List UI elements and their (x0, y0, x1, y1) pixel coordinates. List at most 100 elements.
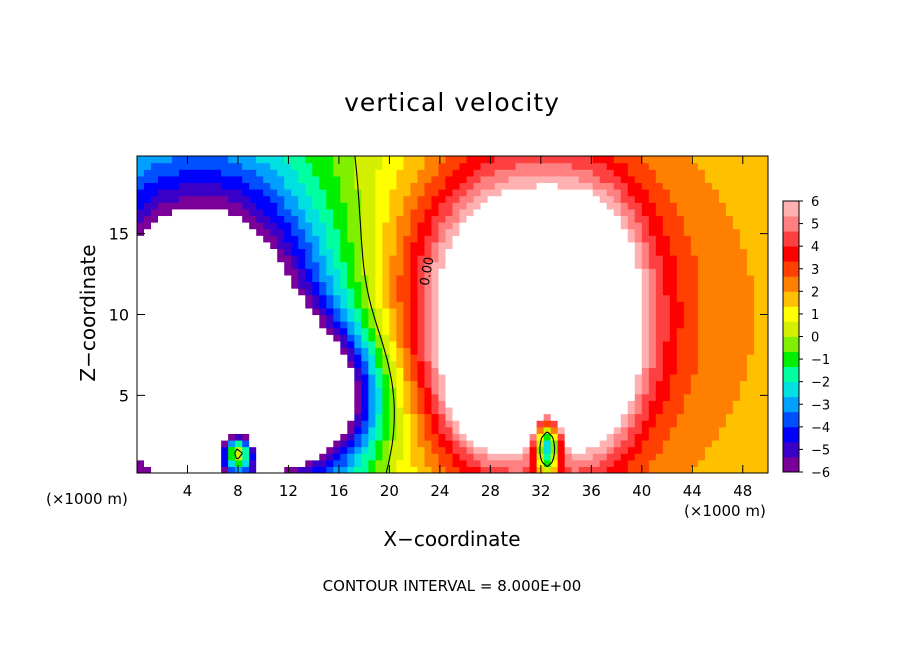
heatmap-cell (221, 413, 229, 421)
heatmap-cell (249, 261, 257, 269)
heatmap-cell (382, 393, 390, 401)
heatmap-cell (739, 466, 748, 473)
heatmap-cell (165, 189, 173, 197)
heatmap-cell (592, 354, 601, 362)
heatmap-cell (214, 453, 222, 461)
heatmap-cell (228, 373, 236, 382)
heatmap-cell (648, 347, 657, 355)
heatmap-cell (235, 268, 243, 276)
heatmap-cell (578, 453, 587, 461)
heatmap-cell (536, 208, 545, 217)
heatmap-cell (515, 380, 524, 388)
heatmap-cell (256, 466, 264, 473)
heatmap-cell (515, 288, 524, 296)
heatmap-cell (676, 340, 685, 349)
heatmap-cell (550, 169, 559, 177)
heatmap-cell (207, 393, 215, 401)
heatmap-cell (221, 380, 229, 388)
heatmap-cell (662, 268, 671, 276)
heatmap-cell (228, 393, 236, 401)
heatmap-cell (550, 466, 559, 473)
heatmap-cell (648, 189, 657, 197)
heatmap-cell (326, 413, 334, 421)
heatmap-cell (711, 215, 720, 223)
heatmap-cell (361, 169, 369, 177)
heatmap-cell (403, 255, 412, 263)
heatmap-cell (641, 222, 650, 230)
heatmap-cell (270, 334, 278, 342)
heatmap-cell (704, 248, 713, 256)
heatmap-cell (424, 274, 433, 283)
heatmap-cell (585, 202, 594, 210)
heatmap-cell (354, 202, 362, 210)
heatmap-cell (536, 420, 545, 428)
heatmap-cell (193, 406, 201, 415)
heatmap-cell (536, 248, 545, 256)
heatmap-cell (235, 222, 243, 230)
heatmap-cell (662, 393, 671, 401)
heatmap-cell (718, 281, 727, 289)
heatmap-cell (494, 182, 503, 190)
heatmap-cell (403, 321, 412, 329)
heatmap-cell (466, 235, 475, 243)
heatmap-cell (578, 406, 587, 415)
heatmap-cell (501, 413, 510, 421)
heatmap-cell (319, 459, 327, 467)
heatmap-cell (480, 334, 489, 342)
heatmap-cell (228, 420, 236, 428)
heatmap-cell (382, 340, 390, 349)
heatmap-cell (760, 235, 768, 243)
heatmap-cell (697, 235, 706, 243)
heatmap-cell (634, 420, 643, 428)
heatmap-cell (361, 373, 369, 382)
heatmap-cell (466, 354, 475, 362)
heatmap-cell (599, 268, 608, 276)
heatmap-cell (557, 393, 566, 401)
heatmap-cell (228, 248, 236, 256)
heatmap-cell (354, 453, 362, 461)
heatmap-cell (739, 228, 748, 236)
heatmap-cell (753, 400, 762, 408)
heatmap-cell (585, 406, 594, 415)
heatmap-cell (711, 307, 720, 316)
heatmap-cell (543, 400, 552, 408)
heatmap-cell (410, 241, 419, 250)
heatmap-cell (354, 222, 362, 230)
heatmap-cell (697, 281, 706, 289)
heatmap-cell (592, 327, 601, 335)
heatmap-cell (676, 241, 685, 250)
heatmap-cell (333, 169, 341, 177)
heatmap-cell (172, 387, 180, 395)
heatmap-cell (704, 241, 713, 250)
heatmap-cell (592, 373, 601, 382)
heatmap-cell (151, 175, 159, 184)
heatmap-cell (235, 373, 243, 382)
heatmap-cell (214, 288, 222, 296)
heatmap-cell (403, 367, 412, 375)
heatmap-cell (732, 426, 741, 434)
heatmap-cell (641, 347, 650, 355)
heatmap-cell (676, 169, 685, 177)
heatmap-cell (235, 466, 243, 473)
heatmap-cell (235, 340, 243, 349)
heatmap-cell (648, 261, 657, 269)
heatmap-cell (249, 426, 257, 434)
heatmap-cell (620, 248, 629, 256)
heatmap-cell (256, 439, 264, 448)
heatmap-cell (375, 406, 383, 415)
heatmap-cell (648, 235, 657, 243)
heatmap-cell (704, 393, 713, 401)
heatmap-cell (235, 459, 243, 467)
heatmap-cell (557, 406, 566, 415)
heatmap-cell (480, 321, 489, 329)
heatmap-cell (571, 261, 580, 269)
heatmap-cell (221, 228, 229, 236)
heatmap-cell (403, 459, 412, 467)
heatmap-cell (445, 373, 454, 382)
heatmap-cell (480, 156, 489, 164)
heatmap-cell (382, 380, 390, 388)
heatmap-cell (361, 420, 369, 428)
heatmap-cell (431, 208, 440, 217)
heatmap-cell (711, 433, 720, 441)
heatmap-cell (704, 354, 713, 362)
